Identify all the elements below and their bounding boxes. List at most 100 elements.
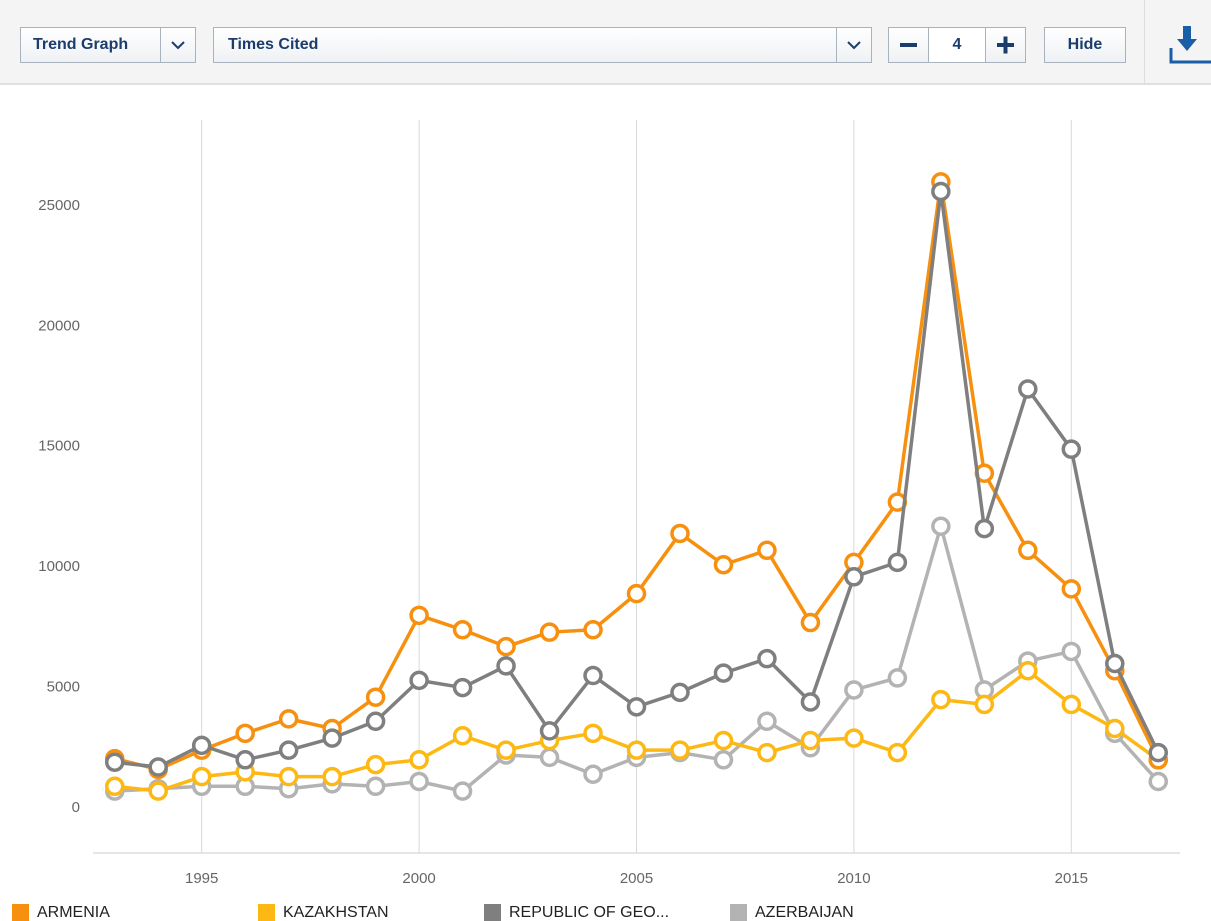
y-tick-label: 25000 [38,197,80,214]
data-point [713,750,734,770]
data-point [191,735,212,756]
metric-label: Times Cited [228,36,319,53]
data-point [365,776,386,797]
metric-select[interactable]: Times Cited [213,27,872,63]
y-tick-label: 15000 [38,438,80,455]
x-tick-label: 2005 [620,870,653,887]
data-point [278,766,299,787]
chart: 1995 2000 2005 2010 2015 0 5000 10000 15000 20000… [12,120,1180,921]
data-point [322,766,342,787]
data-point [887,552,908,573]
data-point [670,682,690,703]
data-point [409,605,429,626]
hide-label: Hide [1067,36,1103,53]
legend-text: KAZAKHSTAN [283,904,389,921]
data-point [583,764,603,785]
data-point [887,668,908,688]
x-tick-label: 2000 [402,870,435,887]
data-point [1018,379,1038,399]
data-point [931,181,951,202]
data-point [757,648,777,669]
data-point [626,583,647,604]
data-point [365,754,386,775]
chevron [836,28,871,62]
data-point [626,697,647,717]
data-point [757,742,777,763]
data-point [104,776,125,797]
data-point [844,680,864,700]
y-tick-label: 5000 [47,679,80,696]
data-point [1061,694,1082,715]
chevron [160,28,195,62]
data-point [365,711,386,732]
data-point [191,766,212,787]
y-tick-label: 20000 [38,317,80,334]
data-point [365,687,386,707]
data-point [452,781,473,801]
legend-swatch [730,904,747,921]
data-point [583,620,603,640]
data-point [800,730,821,751]
legend-text: ARMENIA [37,904,110,921]
x-tick-label: 2015 [1055,870,1088,887]
data-point [148,757,168,777]
data-point [496,656,516,676]
data-point [713,730,734,751]
data-point [452,677,473,698]
data-point [844,567,864,587]
data-point [800,612,821,633]
count-value: 4 [952,36,962,53]
data-point [278,740,299,760]
data-point [583,665,603,686]
data-point [409,771,429,792]
legend-text: REPUBLIC OF GEO... [509,904,669,921]
data-point [844,728,864,748]
toolbar: Trend Graph Times Cited 4 Hide [0,0,1211,85]
data-point [1148,742,1169,763]
data-point [409,670,429,691]
data-point [1018,540,1038,561]
data-point [626,740,647,760]
data-point [539,721,560,741]
data-point [235,723,255,744]
data-point [1061,641,1082,662]
plus-button[interactable] [985,27,1026,63]
data-point [539,622,560,642]
data-point [539,747,560,768]
data-point [670,740,690,760]
view-label: Trend Graph [33,36,129,53]
count-field[interactable]: 4 [928,27,986,63]
legend-swatch [258,904,275,921]
divider [1144,0,1145,85]
data-point [800,692,821,712]
data-point [713,663,734,683]
data-point [104,752,125,772]
data-point [757,540,777,561]
data-point [409,750,429,770]
data-point [757,711,777,732]
data-point [583,723,603,744]
legend-text: AZERBAIJAN [755,904,854,921]
view-select[interactable]: Trend Graph [20,27,196,63]
data-point [887,742,908,763]
data-point [974,518,995,539]
data-point [1061,579,1082,599]
data-point [235,750,255,770]
data-point [931,516,951,536]
data-point [1105,653,1125,674]
data-point [452,725,473,746]
data-point [713,555,734,575]
data-point [1148,771,1169,792]
data-point [452,620,473,640]
minus-button[interactable] [888,27,929,63]
data-point [148,781,168,801]
data-point [670,523,690,544]
x-tick-label: 2010 [837,870,870,887]
hide-button[interactable]: Hide [1044,27,1126,63]
download-icon[interactable] [1168,24,1211,66]
data-point [322,728,342,748]
data-point [1105,718,1125,739]
x-tick-label: 1995 [185,870,218,887]
data-point [496,636,516,657]
